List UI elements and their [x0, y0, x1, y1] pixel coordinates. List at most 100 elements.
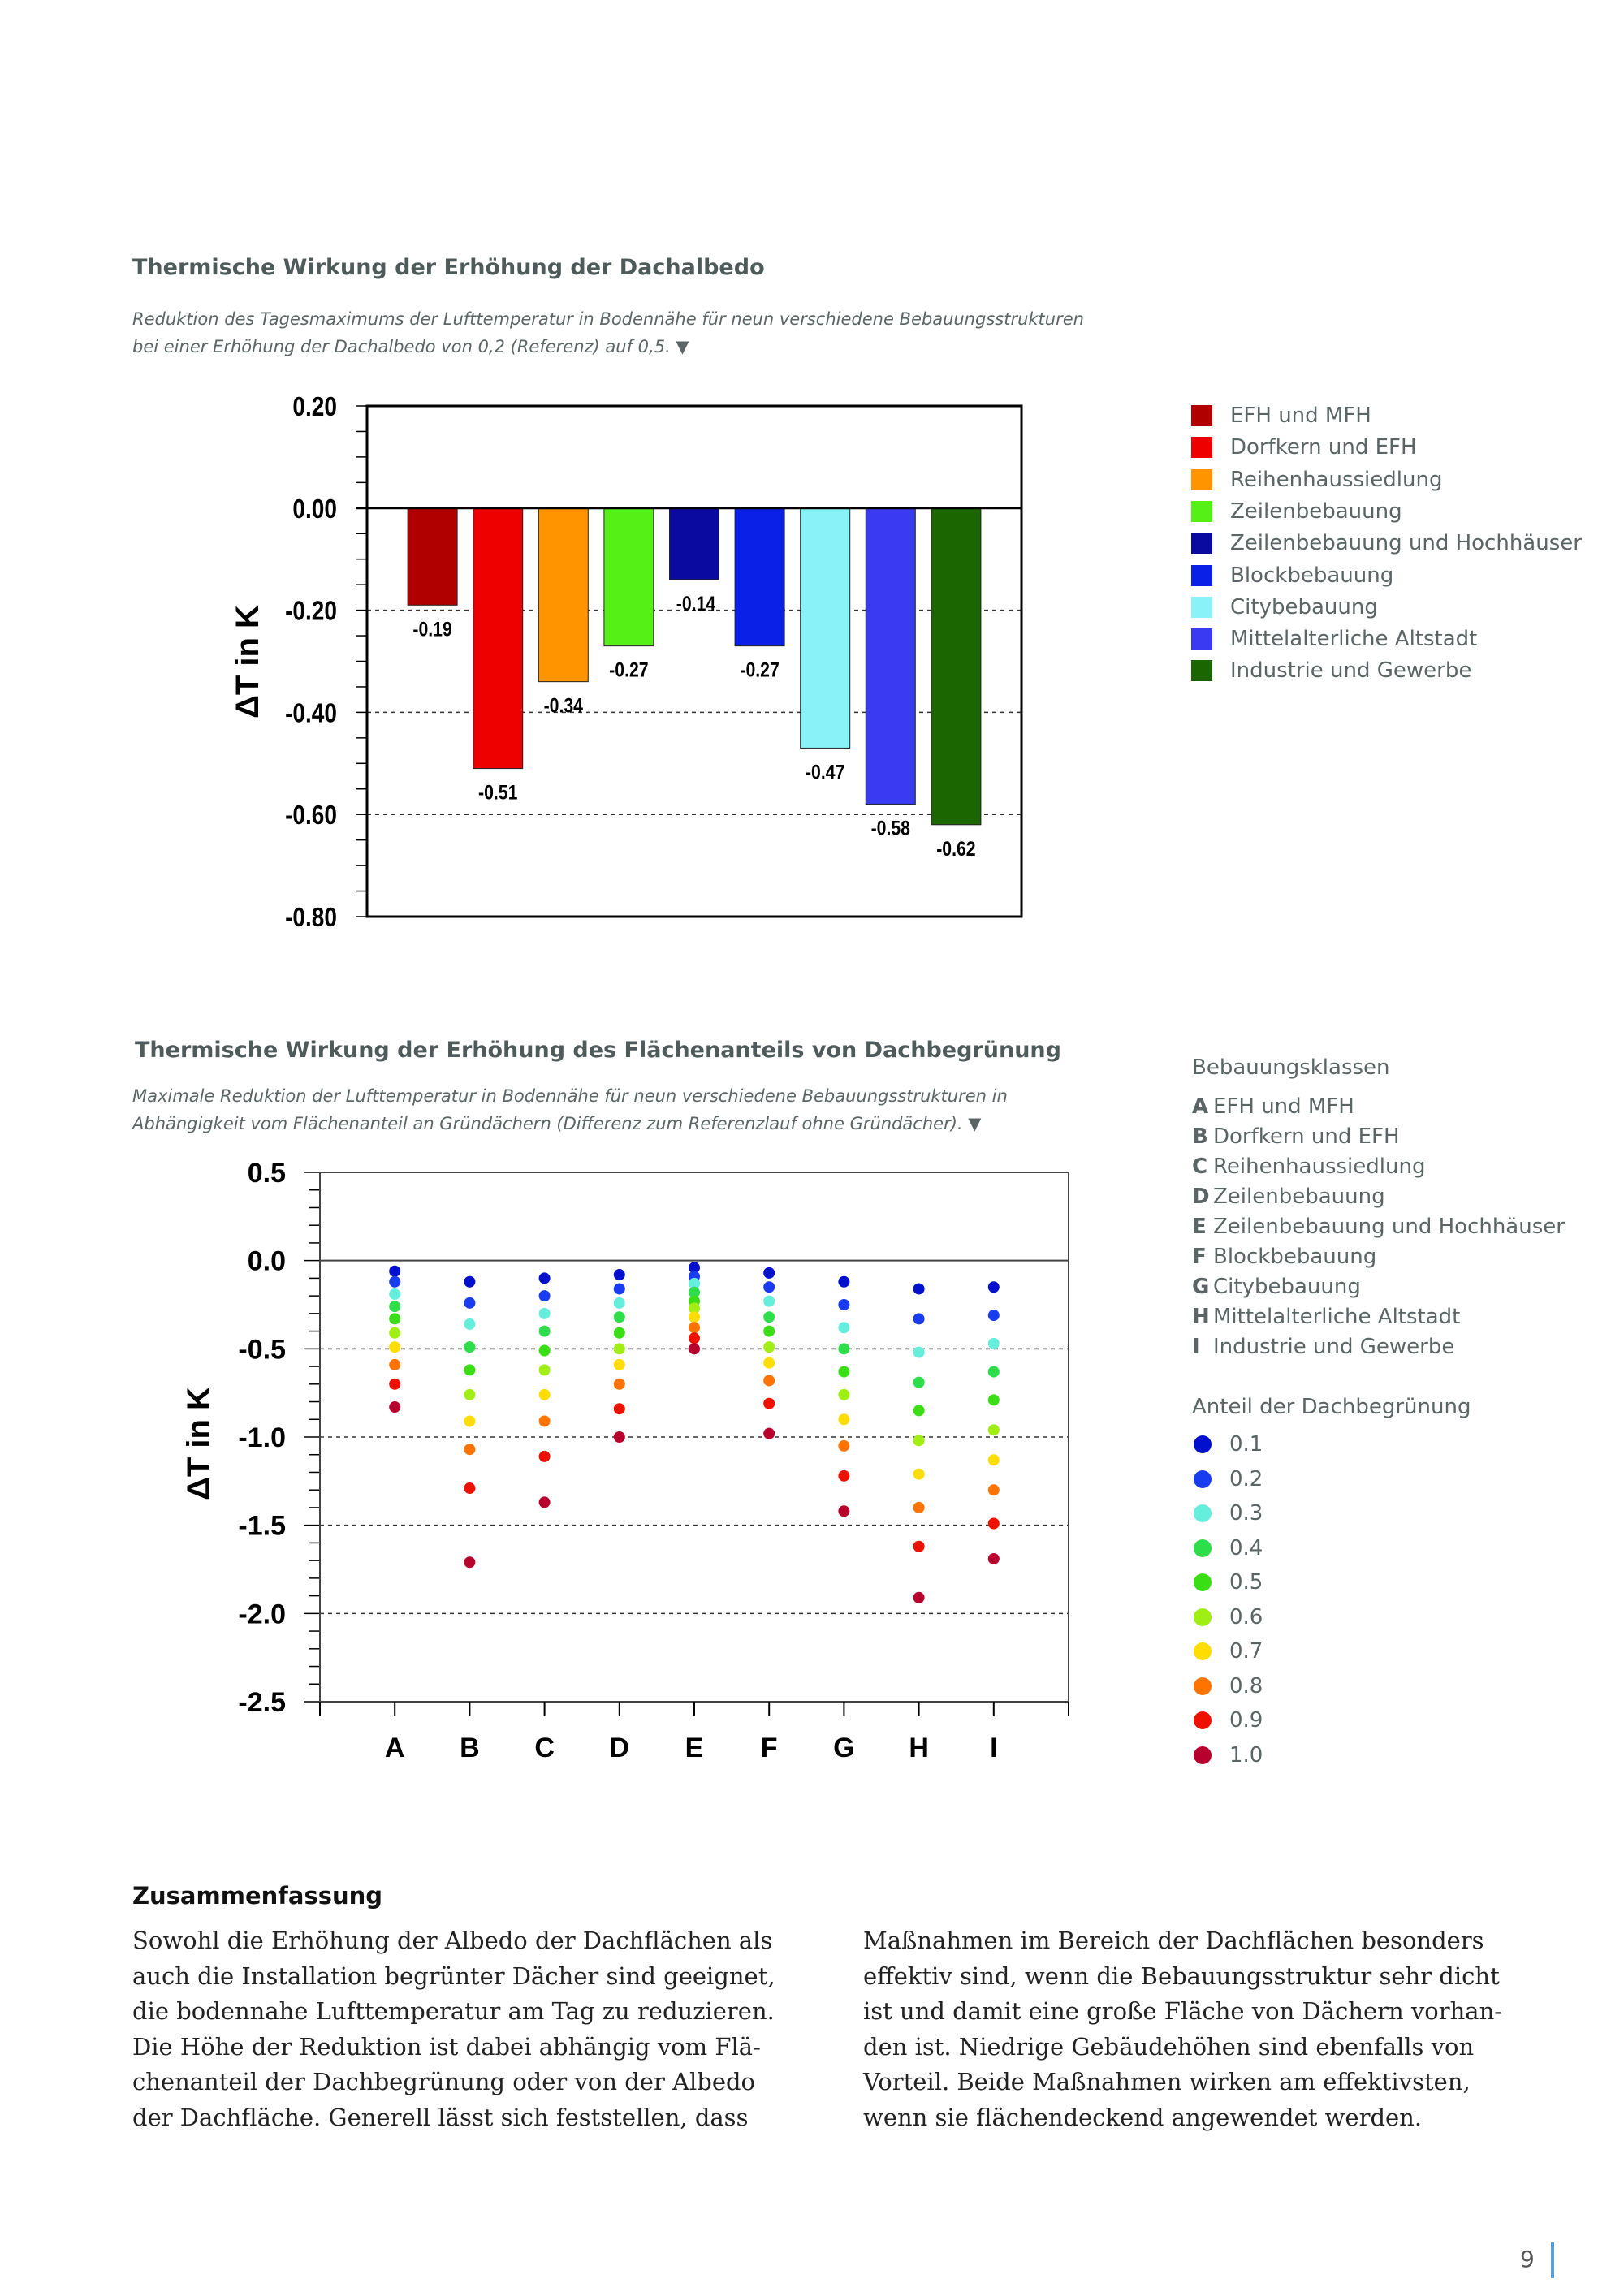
share-legend-item: 0.2 [1194, 1467, 1263, 1491]
point-D-0.2 [613, 1283, 625, 1295]
point-D-0.4 [613, 1311, 625, 1323]
legend-dot [1194, 1539, 1212, 1557]
point-D-0.8 [613, 1378, 625, 1390]
chart2-title: Thermische Wirkung der Erhöhung des Fläc… [135, 1038, 1061, 1063]
summary-column-2: Maßnahmen im Bereich der Dachflächen bes… [863, 1923, 1502, 2136]
point-A-0.1 [389, 1265, 401, 1277]
legend-swatch [1191, 405, 1212, 426]
share-label: 0.9 [1229, 1708, 1263, 1733]
point-D-0.7 [613, 1358, 625, 1370]
point-F-0.5 [763, 1325, 775, 1337]
point-H-0.5 [913, 1405, 925, 1417]
point-I-0.2 [987, 1310, 1000, 1322]
class-label: EFH und MFH [1213, 1094, 1354, 1119]
point-B-0.9 [464, 1482, 476, 1495]
class-label: Citybebauung [1213, 1275, 1361, 1299]
share-legend-item: 1.0 [1194, 1743, 1263, 1767]
y-tick-label: -1.0 [238, 1422, 286, 1453]
legend-swatch [1191, 596, 1212, 618]
y-tick-label: -0.40 [285, 698, 337, 728]
class-legend-item: E Zeilenbebauung und Hochhäuser [1192, 1215, 1565, 1239]
share-legend-item: 0.7 [1194, 1639, 1263, 1664]
legend-item: Zeilenbebauung [1191, 499, 1402, 524]
legend-item: Reihenhaussiedlung [1191, 468, 1442, 492]
class-label: Dorfkern und EFH [1213, 1124, 1400, 1149]
legend-dot [1194, 1642, 1212, 1660]
x-tick-label: G [833, 1733, 854, 1763]
point-H-0.9 [913, 1540, 925, 1552]
y-tick-label: -0.80 [285, 903, 337, 933]
bar-value-label: -0.58 [871, 817, 911, 839]
caption-line: Maximale Reduktion der Lufttemperatur in… [132, 1086, 1008, 1106]
x-tick-label: D [610, 1733, 630, 1763]
point-B-0.8 [464, 1444, 476, 1456]
legend-dot [1194, 1470, 1212, 1488]
point-H-0.7 [913, 1468, 925, 1480]
class-key: I [1192, 1335, 1200, 1359]
point-I-1.0 [987, 1552, 1000, 1564]
chart2-caption: Maximale Reduktion der Lufttemperatur in… [132, 1082, 1008, 1137]
legend-dot [1194, 1608, 1212, 1626]
y-tick-label: 0.5 [248, 1158, 286, 1189]
point-I-0.9 [987, 1517, 1000, 1530]
legend-label: Industrie und Gewerbe [1230, 658, 1472, 684]
x-tick-label: A [385, 1733, 405, 1763]
class-legend-item: I Industrie und Gewerbe [1192, 1335, 1454, 1359]
share-label: 0.8 [1229, 1673, 1263, 1698]
legend-dot [1194, 1435, 1212, 1453]
point-E-0.9 [689, 1332, 700, 1344]
class-key: G [1192, 1275, 1210, 1299]
class-key: C [1192, 1154, 1208, 1179]
point-D-0.6 [613, 1343, 625, 1355]
bar-3 [538, 507, 589, 683]
legend-dot [1194, 1746, 1212, 1764]
point-C-0.6 [538, 1364, 551, 1376]
legend-swatch [1191, 533, 1212, 555]
bar-8 [865, 507, 916, 805]
text-line: der Dachfläche. Generell lässt sich fest… [132, 2103, 749, 2131]
x-tick-label: C [534, 1733, 555, 1763]
legend-item: Blockbebauung [1191, 563, 1393, 588]
point-F-0.2 [763, 1281, 775, 1293]
share-legend-item: 0.5 [1194, 1570, 1263, 1595]
point-I-0.3 [987, 1337, 1000, 1349]
share-label: 0.7 [1229, 1639, 1263, 1664]
bar-value-label: -0.51 [478, 781, 518, 804]
point-F-0.6 [763, 1341, 775, 1353]
legend-swatch [1191, 564, 1212, 586]
class-label: Reihenhaussiedlung [1213, 1154, 1426, 1179]
legend-item: Zeilenbebauung und Hochhäuser [1191, 531, 1582, 555]
text-line: effektiv sind, wenn die Bebauungsstruktu… [863, 1962, 1500, 1990]
point-E-0.8 [689, 1322, 700, 1334]
bar-6 [734, 507, 785, 647]
share-label: 1.0 [1229, 1742, 1263, 1767]
point-B-0.2 [464, 1297, 476, 1309]
y-tick-label: -0.5 [238, 1334, 286, 1365]
point-F-0.8 [763, 1375, 775, 1387]
summary-title: Zusammenfassung [132, 1882, 383, 1910]
point-D-0.1 [613, 1269, 625, 1281]
y-axis-label: ΔT in K [230, 605, 266, 719]
point-I-0.8 [987, 1484, 1000, 1496]
legend-swatch [1191, 660, 1212, 682]
bar-4 [603, 507, 654, 647]
point-F-1.0 [763, 1427, 775, 1439]
x-tick-label: B [460, 1733, 480, 1763]
point-G-1.0 [838, 1505, 850, 1517]
point-H-0.4 [913, 1376, 925, 1388]
legend-swatch [1191, 437, 1212, 459]
legend-dot [1194, 1573, 1212, 1591]
point-I-0.1 [987, 1281, 1000, 1293]
point-B-0.4 [464, 1341, 476, 1353]
point-F-0.1 [763, 1267, 775, 1279]
point-B-0.7 [464, 1415, 476, 1427]
class-label: Mittelalterliche Altstadt [1213, 1305, 1461, 1329]
point-E-0.6 [689, 1302, 700, 1314]
point-G-0.2 [838, 1299, 850, 1310]
y-tick-label: 0.00 [292, 494, 337, 524]
class-legend-item: F Blockbebauung [1192, 1245, 1376, 1269]
point-C-1.0 [538, 1496, 551, 1508]
class-legend-item: D Zeilenbebauung [1192, 1185, 1385, 1209]
legend-label: Mittelalterliche Altstadt [1230, 627, 1478, 652]
